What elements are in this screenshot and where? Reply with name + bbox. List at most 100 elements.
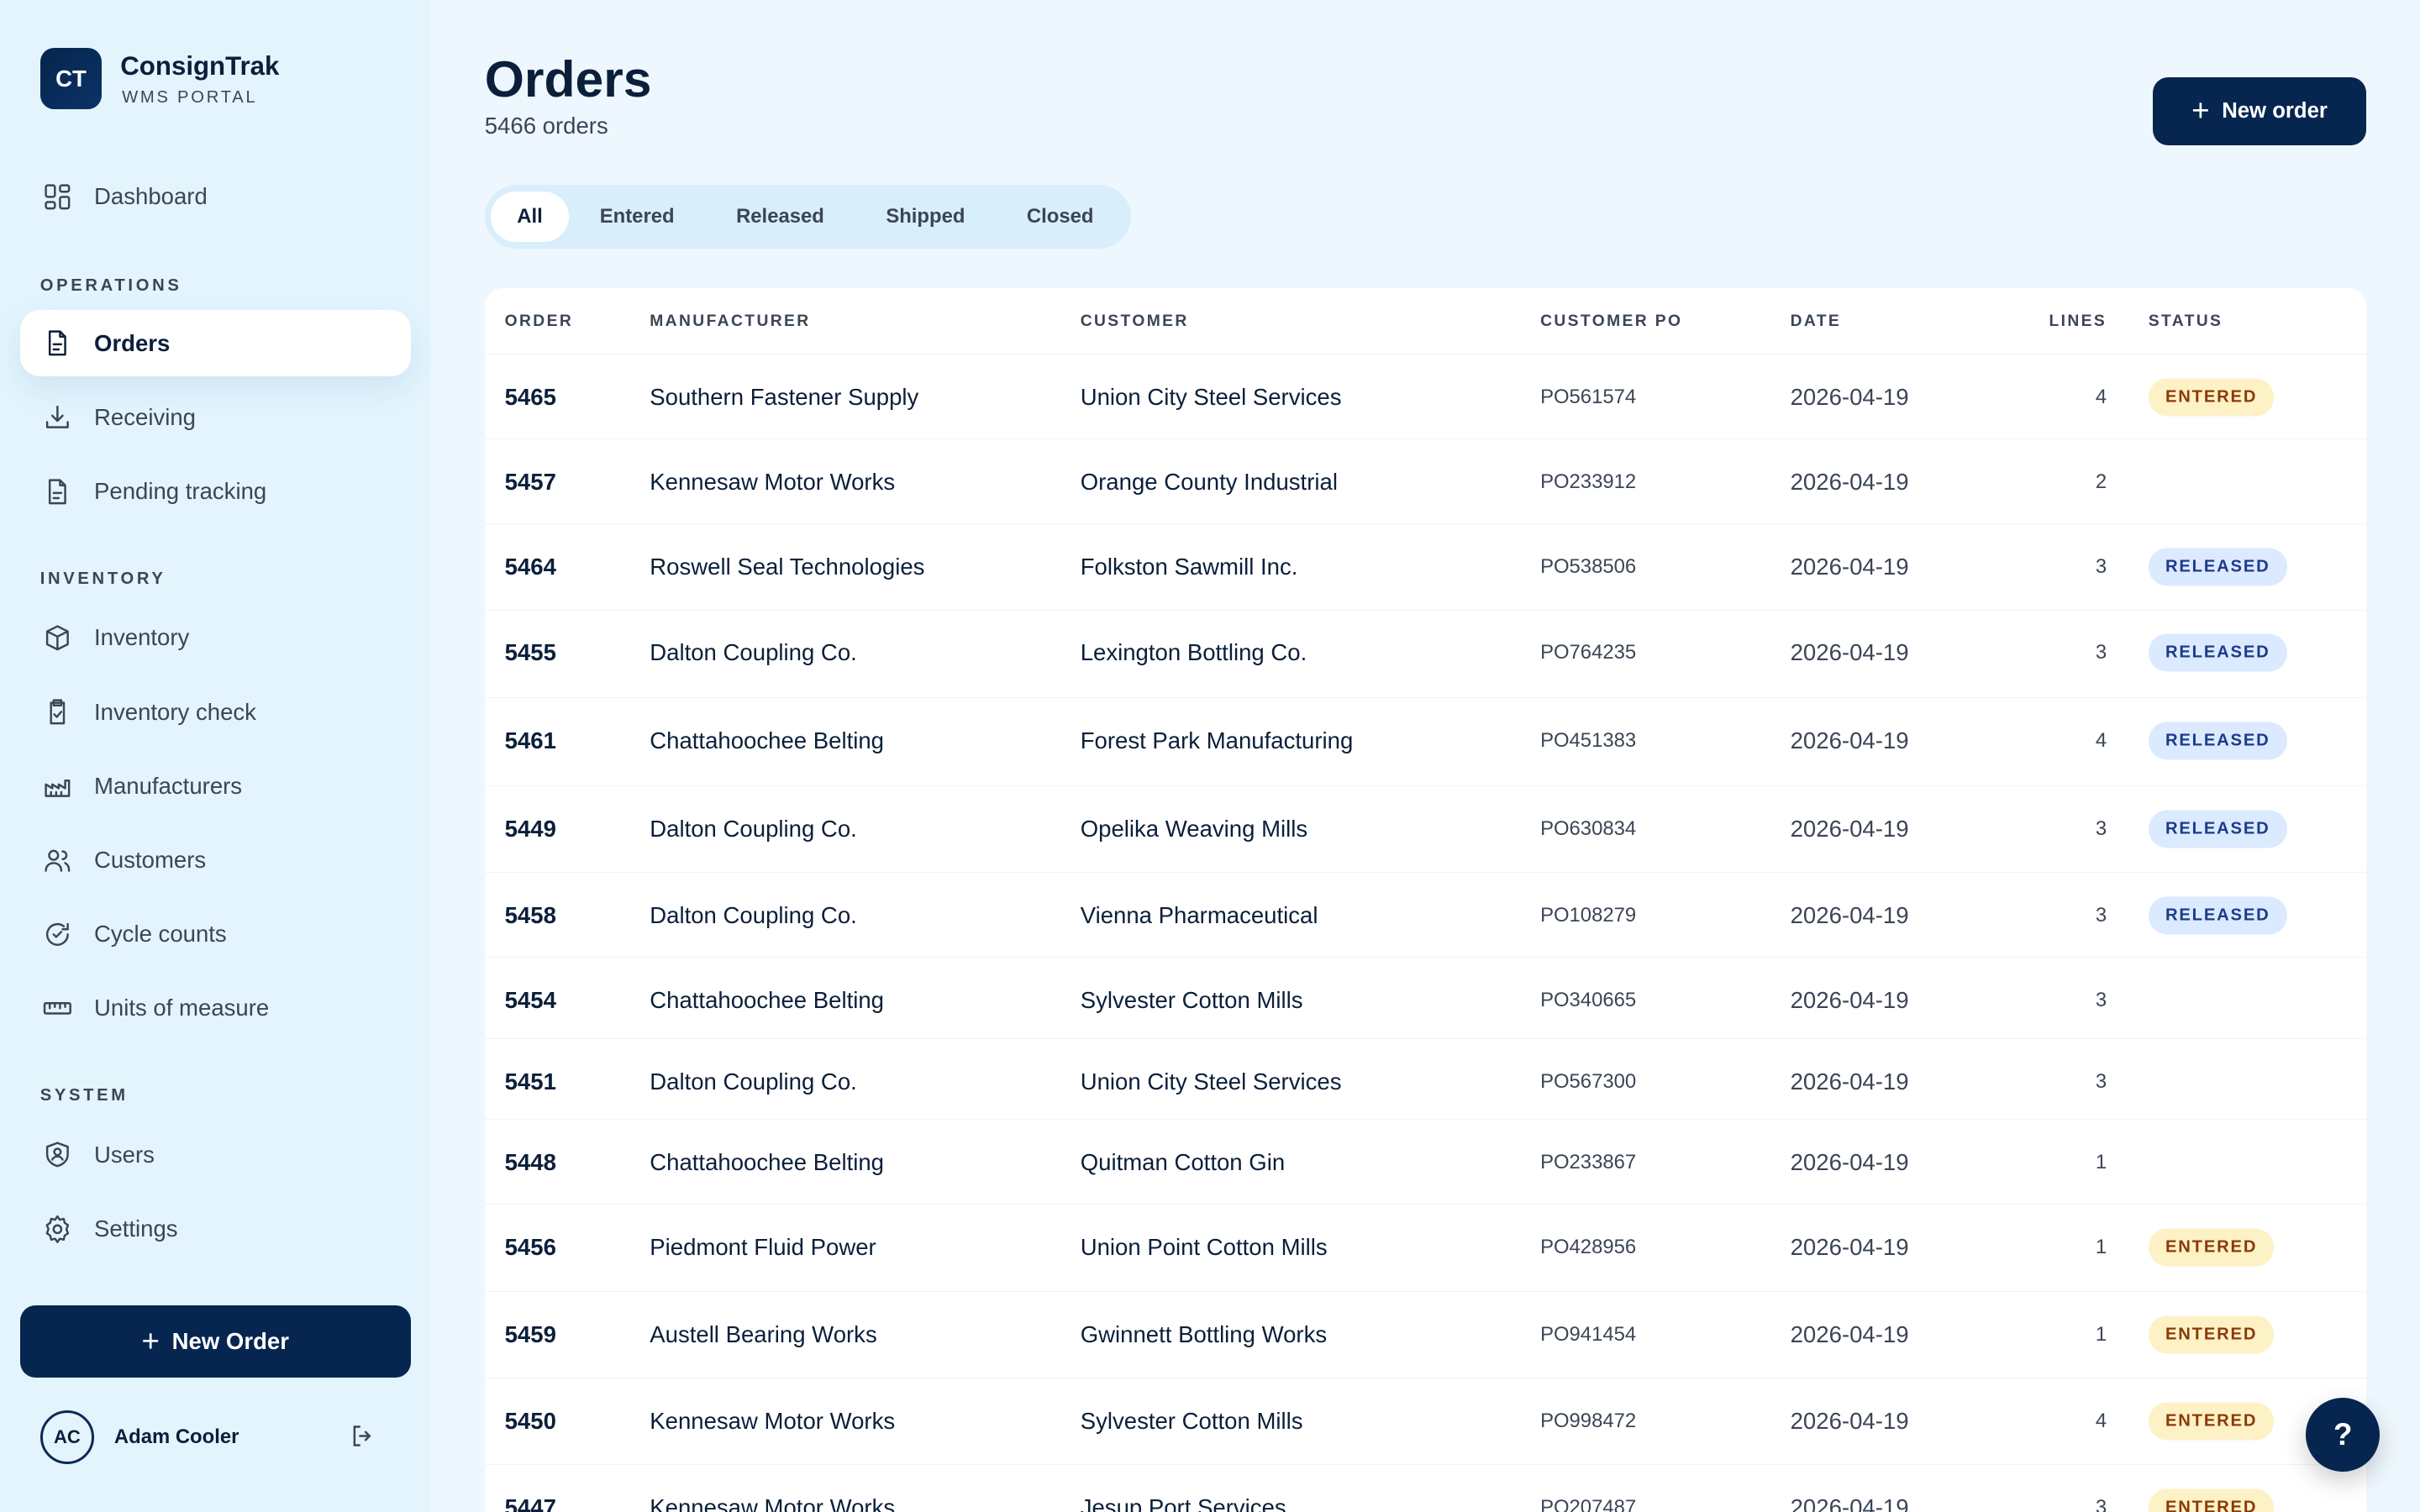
sidebar-item-customers[interactable]: Customers — [20, 827, 411, 893]
order-number[interactable]: 5449 — [504, 815, 556, 842]
sidebar-item-users[interactable]: Users — [20, 1121, 411, 1188]
order-number[interactable]: 5455 — [504, 639, 556, 666]
logout-icon[interactable] — [349, 1422, 376, 1450]
sidebar-new-order-button[interactable]: + New Order — [19, 1305, 411, 1378]
order-date: 2026-04-19 — [1790, 383, 1909, 410]
customer-po: PO764235 — [1540, 641, 1637, 664]
table-row[interactable]: 5454 Chattahoochee Belting Sylvester Cot… — [484, 956, 2366, 1043]
button-label: New order — [2222, 98, 2328, 123]
user-profile[interactable]: AC Adam Cooler — [39, 1410, 239, 1465]
sidebar-item-manufacturers[interactable]: Manufacturers — [20, 753, 411, 819]
tab-released[interactable]: Released — [736, 205, 824, 228]
table-row[interactable]: 5448 Chattahoochee Belting Quitman Cotto… — [484, 1118, 2366, 1205]
order-number[interactable]: 5447 — [504, 1494, 556, 1512]
order-number[interactable]: 5458 — [504, 901, 556, 928]
table-row[interactable]: 5449 Dalton Coupling Co. Opelika Weaving… — [484, 785, 2366, 872]
table-row[interactable]: 5457 Kennesaw Motor Works Orange County … — [484, 438, 2366, 525]
line-count: 4 — [2095, 729, 2107, 753]
user-name: Adam Cooler — [113, 1425, 239, 1448]
table-row[interactable]: 5465 Southern Fastener Supply Union City… — [484, 353, 2366, 440]
customer-po: PO630834 — [1540, 816, 1637, 840]
sidebar-item-inventory-check[interactable]: Inventory check — [20, 679, 411, 745]
table-row[interactable]: 5459 Austell Bearing Works Gwinnett Bott… — [484, 1291, 2366, 1378]
order-date: 2026-04-19 — [1790, 815, 1909, 842]
customer: Folkston Sawmill Inc. — [1080, 553, 1298, 580]
column-header-customer[interactable]: CUSTOMER — [1080, 312, 1189, 330]
customer: Union Point Cotton Mills — [1080, 1233, 1328, 1260]
status-badge: ENTERED — [2148, 1228, 2275, 1267]
order-number[interactable]: 5464 — [504, 553, 556, 580]
order-date: 2026-04-19 — [1790, 1408, 1909, 1435]
line-count: 1 — [2095, 1323, 2107, 1347]
column-header-date[interactable]: DATE — [1790, 312, 1842, 330]
order-date: 2026-04-19 — [1790, 1068, 1909, 1095]
manufacturer: Kennesaw Motor Works — [650, 1408, 896, 1435]
customer: Sylvester Cotton Mills — [1080, 1408, 1303, 1435]
plus-icon: + — [141, 1324, 160, 1359]
column-header-manufacturer[interactable]: MANUFACTURER — [650, 312, 811, 330]
line-count: 3 — [2095, 903, 2107, 927]
customer: Union City Steel Services — [1080, 383, 1342, 410]
sidebar-item-cycle-counts[interactable]: Cycle counts — [20, 901, 411, 968]
avatar: AC — [39, 1410, 95, 1465]
status-badge: RELEASED — [2148, 896, 2287, 935]
column-header-lines[interactable]: LINES — [2049, 312, 2107, 330]
cycle-icon — [45, 922, 69, 946]
sidebar-item-receiving[interactable]: Receiving — [20, 384, 411, 450]
customer: Union City Steel Services — [1080, 1068, 1342, 1095]
order-number[interactable]: 5448 — [504, 1148, 556, 1175]
manufacturer: Chattahoochee Belting — [650, 727, 884, 754]
sidebar-item-label: Customers — [94, 846, 207, 873]
status-badge: RELEASED — [2148, 548, 2287, 586]
table-row[interactable]: 5450 Kennesaw Motor Works Sylvester Cott… — [484, 1378, 2366, 1464]
shield-user-icon — [45, 1142, 69, 1168]
table-row[interactable]: 5456 Piedmont Fluid Power Union Point Co… — [484, 1203, 2366, 1290]
order-number[interactable]: 5451 — [504, 1068, 556, 1095]
order-date: 2026-04-19 — [1790, 1321, 1909, 1348]
manufacturer: Kennesaw Motor Works — [650, 1494, 896, 1512]
order-number[interactable]: 5450 — [504, 1408, 556, 1435]
line-count: 1 — [2095, 1150, 2107, 1173]
line-count: 3 — [2095, 1070, 2107, 1094]
customer-po: PO998472 — [1540, 1410, 1637, 1433]
status-badge: ENTERED — [2148, 1402, 2275, 1441]
table-row[interactable]: 5464 Roswell Seal Technologies Folkston … — [484, 522, 2366, 610]
sidebar-item-inventory[interactable]: Inventory — [20, 605, 411, 671]
order-number[interactable]: 5456 — [504, 1233, 556, 1260]
customer-po: PO451383 — [1540, 729, 1637, 753]
manufacturer: Chattahoochee Belting — [650, 986, 884, 1013]
order-number[interactable]: 5465 — [504, 383, 556, 410]
customer: Quitman Cotton Gin — [1080, 1148, 1286, 1175]
customer: Lexington Bottling Co. — [1080, 639, 1307, 666]
tab-closed[interactable]: Closed — [1026, 205, 1094, 228]
section-inventory: INVENTORY — [39, 569, 166, 588]
order-number[interactable]: 5457 — [504, 468, 556, 495]
sidebar-item-units-of-measure[interactable]: Units of measure — [20, 975, 411, 1042]
column-header-customer-po[interactable]: CUSTOMER PO — [1540, 312, 1683, 330]
table-row[interactable]: 5461 Chattahoochee Belting Forest Park M… — [484, 697, 2366, 784]
column-header-status[interactable]: STATUS — [2148, 312, 2223, 330]
customer: Vienna Pharmaceutical — [1080, 901, 1318, 928]
sidebar-item-settings[interactable]: Settings — [20, 1195, 411, 1262]
manufacturer: Roswell Seal Technologies — [650, 553, 925, 580]
sidebar-item-pending-tracking[interactable]: Pending tracking — [20, 459, 411, 525]
sidebar-item-dashboard[interactable]: Dashboard — [20, 164, 411, 230]
users-icon — [44, 849, 70, 872]
order-number[interactable]: 5461 — [504, 727, 556, 754]
tab-shipped[interactable]: Shipped — [886, 205, 965, 228]
new-order-button[interactable]: + New order — [2153, 76, 2366, 145]
tab-entered[interactable]: Entered — [599, 205, 675, 228]
table-row[interactable]: 5458 Dalton Coupling Co. Vienna Pharmace… — [484, 871, 2366, 958]
column-header-order[interactable]: ORDER — [504, 312, 574, 330]
table-row[interactable]: 5447 Kennesaw Motor Works Jesup Port Ser… — [484, 1464, 2366, 1512]
order-number[interactable]: 5459 — [504, 1321, 556, 1348]
tab-all[interactable]: All — [491, 191, 570, 243]
help-button[interactable]: ? — [2306, 1398, 2381, 1473]
table-row[interactable]: 5455 Dalton Coupling Co. Lexington Bottl… — [484, 609, 2366, 696]
customer-po: PO207487 — [1540, 1495, 1637, 1512]
manufacturer: Dalton Coupling Co. — [650, 901, 857, 928]
sidebar-item-orders[interactable]: Orders — [19, 310, 411, 377]
order-number[interactable]: 5454 — [504, 986, 556, 1013]
table-row[interactable]: 5451 Dalton Coupling Co. Union City Stee… — [484, 1038, 2366, 1125]
customer: Gwinnett Bottling Works — [1080, 1321, 1328, 1348]
